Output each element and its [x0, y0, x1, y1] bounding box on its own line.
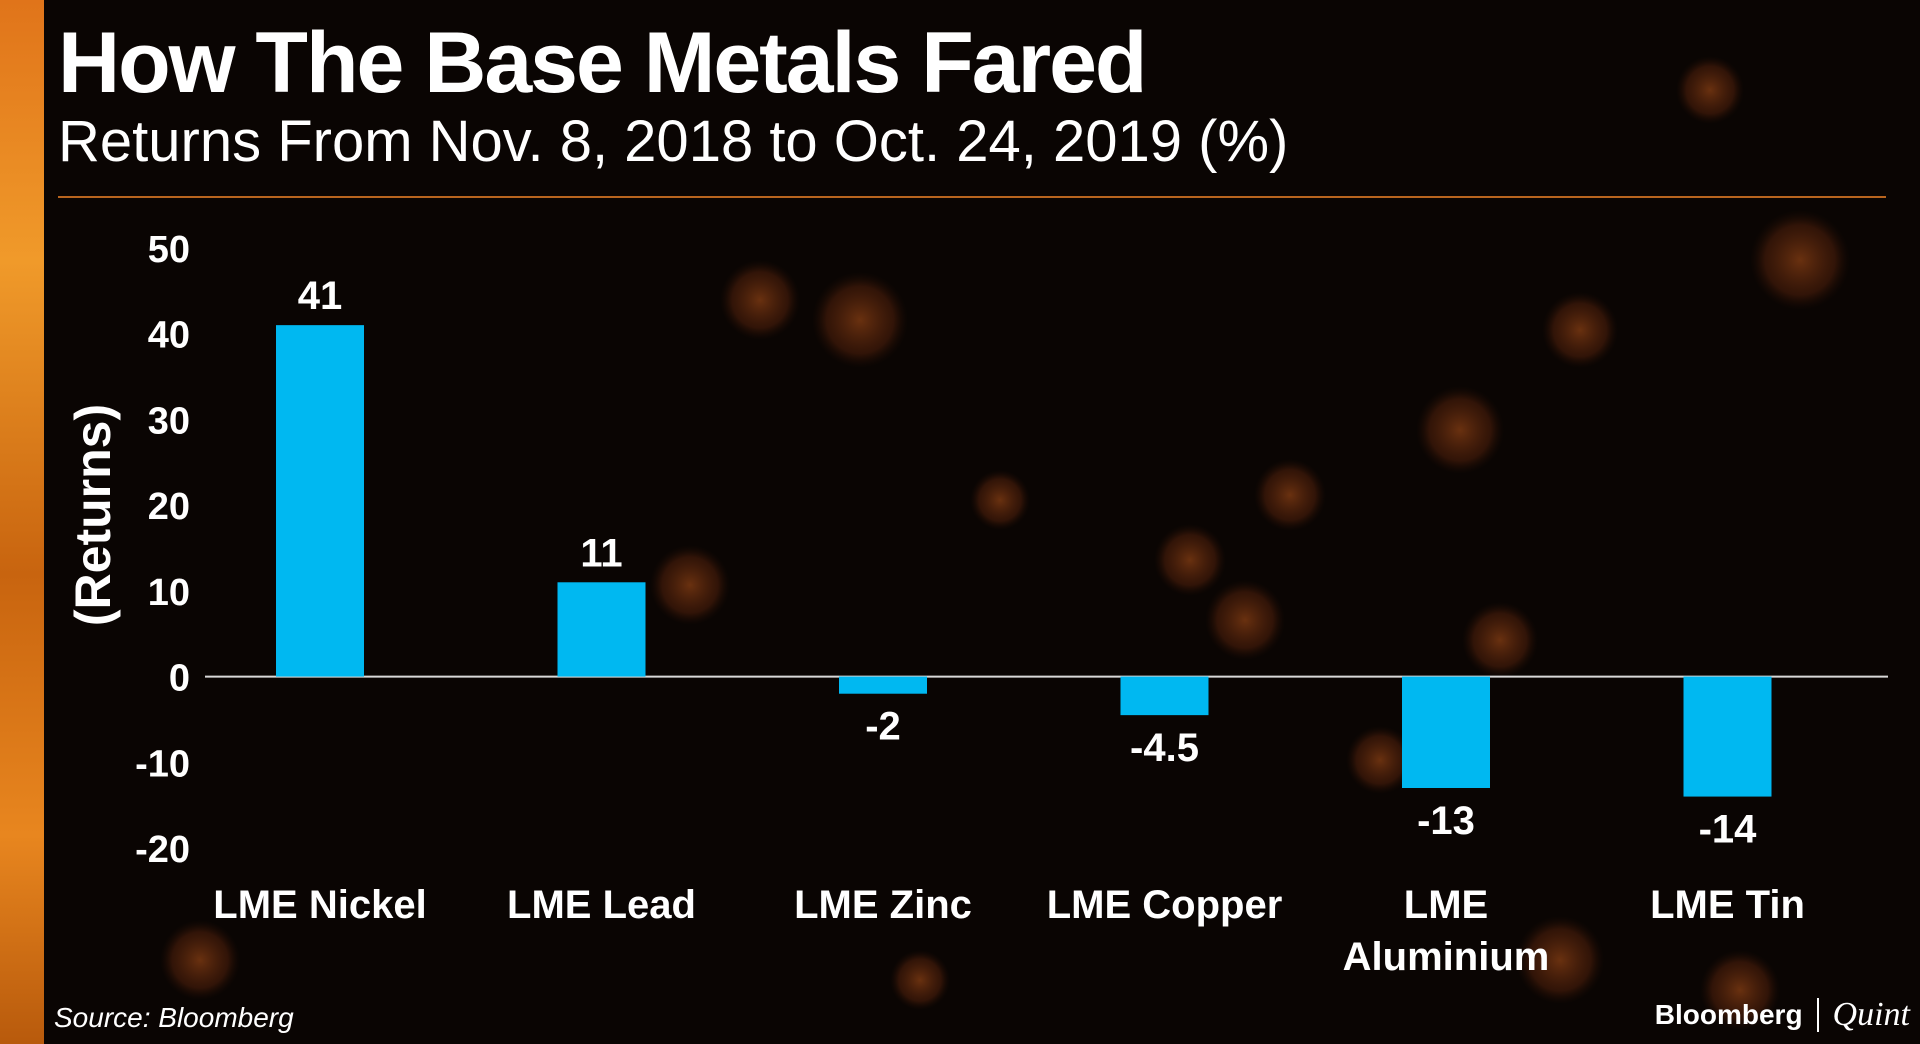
data-label: -14 — [1699, 808, 1758, 852]
y-tick-label: 40 — [148, 315, 190, 357]
y-tick-label: -20 — [135, 829, 190, 871]
bar — [1683, 676, 1772, 797]
logo-bloomberg: Bloomberg — [1654, 999, 1803, 1030]
logo-divider — [1816, 998, 1819, 1032]
data-label: -13 — [1417, 799, 1475, 843]
data-labels-group: 41 11 -2 -4.5 -13 -14 — [298, 274, 1757, 851]
bar — [557, 582, 646, 677]
bar — [839, 676, 927, 694]
x-tick-label: LME Copper — [1047, 883, 1283, 927]
x-tick-label: LME Nickel — [213, 883, 426, 927]
brand-logo: Bloomberg Quint — [1655, 996, 1910, 1034]
bar — [276, 325, 364, 677]
bar — [1402, 676, 1490, 788]
x-tick-label: Aluminium — [1343, 935, 1550, 979]
x-axis: LME Nickel LME Lead LME Zinc LME Copper LME A… — [213, 883, 1805, 979]
bars-group — [276, 325, 1772, 797]
data-label: 11 — [580, 531, 622, 575]
data-label: -4.5 — [1130, 726, 1199, 770]
y-tick-label: -10 — [135, 743, 190, 785]
y-axis-label: (Returns) — [65, 404, 121, 626]
title-divider — [58, 196, 1886, 198]
data-label: -2 — [865, 705, 901, 749]
y-tick-label: 50 — [148, 229, 190, 271]
logo-quint: Quint — [1832, 996, 1910, 1033]
x-tick-label: LME Zinc — [794, 883, 972, 927]
orange-side-strip — [0, 0, 44, 1044]
chart-subtitle: Returns From Nov. 8, 2018 to Oct. 24, 20… — [58, 109, 1289, 174]
x-tick-label: LME Lead — [507, 883, 696, 927]
bar — [1120, 676, 1209, 716]
x-tick-label: LME — [1404, 883, 1488, 927]
y-tick-label: 10 — [148, 572, 190, 614]
data-label: 41 — [298, 274, 343, 318]
y-tick-label: 20 — [148, 486, 190, 528]
y-axis: 50 40 30 20 10 0 -10 -20 — [135, 229, 190, 871]
x-tick-label: LME Tin — [1650, 883, 1805, 927]
chart-title: How The Base Metals Fared — [58, 15, 1147, 111]
y-tick-label: 0 — [169, 658, 190, 700]
source-note: Source: Bloomberg — [54, 1002, 294, 1033]
y-tick-label: 30 — [148, 400, 190, 442]
